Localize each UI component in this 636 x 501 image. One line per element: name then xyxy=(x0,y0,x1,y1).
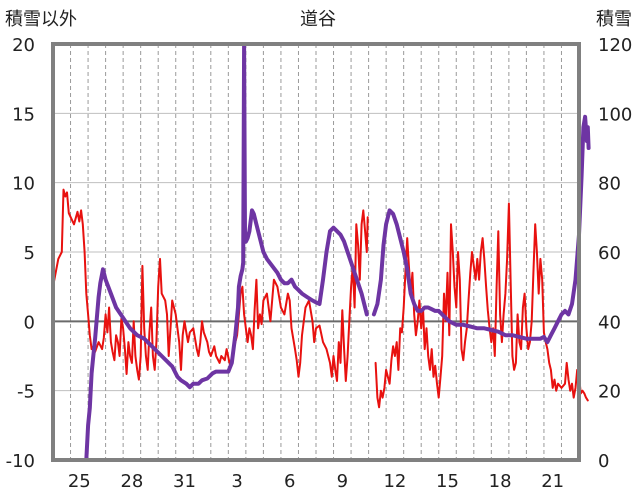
plot-frame xyxy=(51,42,581,462)
x-axis: 25 28 31 3 6 9 12 15 18 21 xyxy=(68,471,564,492)
x-tick-label: 15 xyxy=(436,471,459,492)
series-line-other xyxy=(52,188,589,409)
left-tick-label: 0 xyxy=(24,312,35,333)
x-tick-label: 18 xyxy=(489,471,512,492)
right-axis-title: 積雪 xyxy=(596,9,632,30)
x-tick-label: 25 xyxy=(68,471,91,492)
series-layer xyxy=(51,42,591,462)
left-tick-label: 10 xyxy=(12,174,35,195)
right-tick-label: 80 xyxy=(598,174,621,195)
right-axis: 0 20 40 60 80 100 120 xyxy=(598,35,632,472)
left-tick-label: 15 xyxy=(12,104,35,125)
grid xyxy=(53,44,579,460)
x-tick-label: 28 xyxy=(120,471,143,492)
right-tick-label: 100 xyxy=(598,104,632,125)
series-line-snow-depth xyxy=(51,42,591,462)
left-axis: -10 -5 0 5 10 15 20 xyxy=(6,35,35,472)
left-tick-label: -5 xyxy=(17,382,35,403)
x-tick-label: 31 xyxy=(173,471,196,492)
right-tick-label: 120 xyxy=(598,35,632,56)
left-axis-title: 積雪以外 xyxy=(5,9,77,30)
right-tick-label: 40 xyxy=(598,312,621,333)
left-tick-label: 20 xyxy=(12,35,35,56)
x-tick-label: 21 xyxy=(541,471,564,492)
left-tick-label: -10 xyxy=(6,451,35,472)
left-tick-label: 5 xyxy=(24,243,35,264)
x-tick-label: 3 xyxy=(231,471,242,492)
x-tick-label: 12 xyxy=(383,471,406,492)
right-tick-label: 60 xyxy=(598,243,621,264)
x-tick-label: 6 xyxy=(284,471,295,492)
right-tick-label: 0 xyxy=(598,451,609,472)
chart-title: 道谷 xyxy=(300,9,336,30)
right-tick-label: 20 xyxy=(598,382,621,403)
x-tick-label: 9 xyxy=(337,471,348,492)
